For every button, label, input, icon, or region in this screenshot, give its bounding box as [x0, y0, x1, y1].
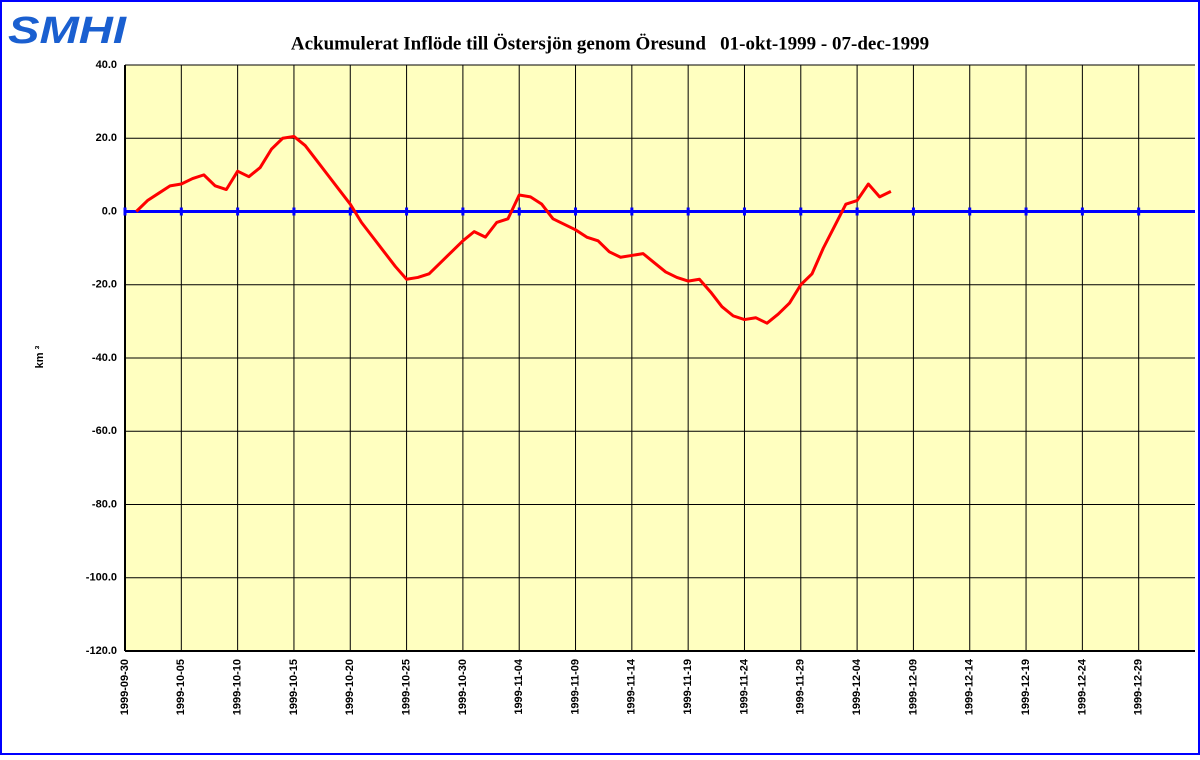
x-tick-label: 1999-12-09	[907, 659, 919, 715]
x-tick-label: 1999-12-14	[964, 658, 976, 715]
x-tick-label: 1999-11-29	[795, 659, 807, 715]
chart-title: Ackumulerat Inflöde till Östersjön genom…	[291, 33, 929, 54]
data-line	[135, 134, 892, 325]
y-tick-label: 40.0	[96, 59, 117, 71]
y-tick-label: 20.0	[96, 132, 117, 144]
y-tick-label: 0.0	[102, 205, 117, 217]
x-tick-label: 1999-12-24	[1076, 658, 1088, 715]
x-tick-label: 1999-09-30	[119, 659, 131, 715]
x-tick-label: 1999-11-09	[569, 659, 581, 715]
y-tick-label: -100.0	[86, 572, 117, 584]
y-axis-label: km ³	[34, 345, 46, 368]
y-tick-label: -120.0	[86, 645, 117, 657]
x-tick-label: 1999-10-30	[457, 659, 469, 715]
x-tick-label: 1999-12-04	[851, 658, 863, 715]
x-tick-label: 1999-10-10	[232, 659, 244, 715]
x-tick-label: 1999-11-24	[738, 658, 750, 715]
x-tick-label: 1999-12-29	[1133, 659, 1145, 715]
x-tick-label: 1999-10-05	[175, 659, 187, 715]
x-tick-label: 1999-10-15	[288, 659, 300, 715]
x-tick-label: 1999-10-25	[400, 659, 412, 715]
logo: SMHI	[8, 10, 128, 52]
y-tick-label: -80.0	[92, 498, 117, 510]
x-tick-label: 1999-11-14	[626, 658, 638, 715]
x-tick-label: 1999-10-20	[344, 659, 356, 715]
x-tick-label: 1999-12-19	[1020, 659, 1032, 715]
x-tick-label: 1999-11-04	[513, 658, 525, 715]
x-tick-label: 1999-11-19	[682, 659, 694, 715]
y-tick-label: -40.0	[92, 352, 117, 364]
y-tick-label: -60.0	[92, 425, 117, 437]
y-tick-label: -20.0	[92, 279, 117, 291]
